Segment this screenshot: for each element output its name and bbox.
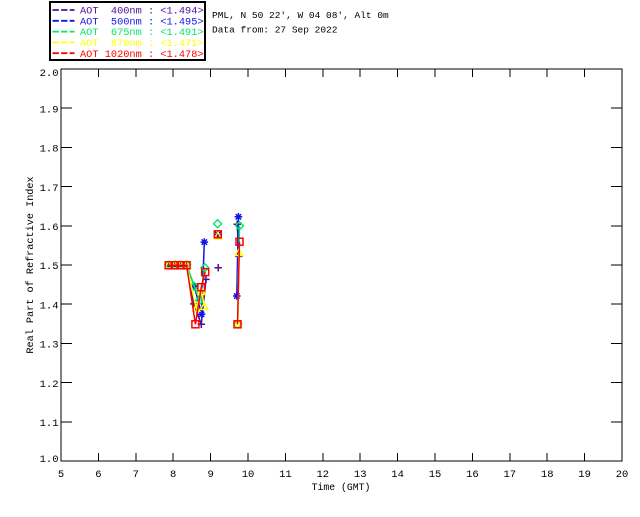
svg-text:1.0: 1.0: [40, 454, 59, 466]
svg-text:12: 12: [316, 469, 329, 481]
svg-text:2.0: 2.0: [40, 68, 59, 80]
svg-text:1.9: 1.9: [40, 104, 59, 116]
svg-text:5: 5: [58, 469, 64, 481]
svg-text:11: 11: [279, 469, 292, 481]
svg-text:1.4: 1.4: [40, 300, 59, 312]
svg-text:PML, N 50 22', W 04 08', Alt 0: PML, N 50 22', W 04 08', Alt 0m: [212, 10, 389, 21]
svg-text:AOT 500nm : <1.495>: AOT 500nm : <1.495>: [80, 16, 204, 28]
svg-text:Time (GMT): Time (GMT): [312, 482, 371, 493]
svg-text:20: 20: [616, 469, 629, 481]
svg-text:1.1: 1.1: [40, 418, 59, 430]
svg-text:Data from: 27 Sep 2022: Data from: 27 Sep 2022: [212, 25, 338, 36]
svg-text:1.6: 1.6: [40, 222, 59, 234]
svg-text:AOT 400nm : <1.494>: AOT 400nm : <1.494>: [80, 6, 204, 18]
svg-text:17: 17: [503, 469, 516, 481]
svg-text:1.5: 1.5: [40, 261, 59, 273]
svg-text:9: 9: [207, 469, 213, 481]
svg-text:10: 10: [242, 469, 255, 481]
svg-text:6: 6: [95, 469, 101, 481]
svg-text:1.3: 1.3: [40, 340, 59, 352]
svg-text:1.2: 1.2: [40, 379, 59, 391]
svg-text:7: 7: [133, 469, 139, 481]
svg-text:18: 18: [541, 469, 554, 481]
svg-text:1.8: 1.8: [40, 144, 59, 156]
svg-text:19: 19: [578, 469, 591, 481]
svg-text:Real Part of Refractive Index: Real Part of Refractive Index: [25, 176, 37, 353]
svg-text:AOT 675nm : <1.491>: AOT 675nm : <1.491>: [80, 27, 204, 39]
svg-text:13: 13: [354, 469, 367, 481]
svg-text:14: 14: [391, 469, 404, 481]
svg-text:16: 16: [466, 469, 479, 481]
svg-text:AOT 870nm : <1.471>: AOT 870nm : <1.471>: [80, 38, 204, 50]
svg-text:15: 15: [429, 469, 442, 481]
svg-text:8: 8: [170, 469, 176, 481]
svg-text:1.7: 1.7: [40, 183, 59, 195]
svg-text:AOT 1020nm : <1.478>: AOT 1020nm : <1.478>: [80, 49, 204, 61]
